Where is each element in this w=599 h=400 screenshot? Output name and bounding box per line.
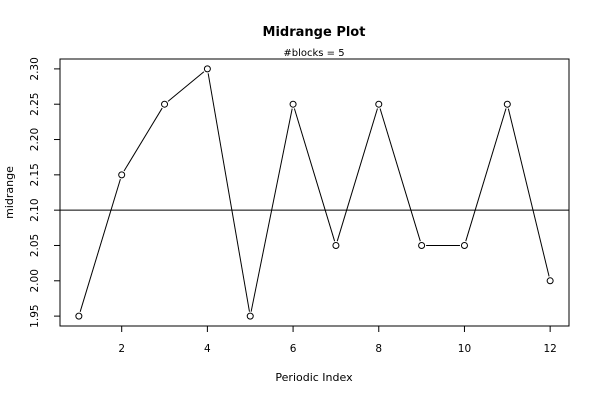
data-point [375,100,383,108]
data-point [289,100,297,108]
data-point [332,241,340,249]
x-tick-label: 8 [375,343,382,355]
data-point [203,65,211,73]
series-layer [75,65,554,320]
series-segment [79,179,121,312]
data-point [546,277,554,285]
y-tick-label: 2.30 [29,57,41,80]
series-segment [167,71,205,102]
y-tick-label: 2.25 [29,93,41,116]
series-segment [336,108,378,242]
plot-area-frame [59,58,570,327]
x-tick-label: 6 [290,343,297,355]
data-point [118,171,126,179]
x-axis: 2 4 6 8 10 12 [118,325,557,355]
data-point [161,100,169,108]
chart-title: Midrange Plot [263,25,366,40]
series-segment [379,108,421,242]
series-segment [293,108,336,242]
x-axis-label: Periodic Index [275,371,353,384]
series-segment [123,107,163,172]
y-axis: 1.95 2.00 2.05 2.10 2.15 2.20 2.25 2.30 [29,57,61,328]
series-segment [507,108,550,277]
chart-subtitle: #blocks = 5 [283,48,344,59]
y-tick-label: 1.95 [29,304,41,327]
y-tick-label: 2.05 [29,234,41,257]
series-segment [250,108,293,312]
data-point [460,241,468,249]
x-tick-label: 10 [458,343,471,355]
y-tick-label: 2.15 [29,163,41,186]
x-tick-label: 4 [204,343,211,355]
y-tick-label: 2.00 [29,269,41,292]
y-axis-label: midrange [3,166,16,219]
y-tick-label: 2.20 [29,128,41,151]
data-point [246,312,254,320]
series-segment [465,108,507,242]
x-tick-label: 2 [118,343,125,355]
series-segment [207,73,250,312]
data-point [503,100,511,108]
y-tick-label: 2.10 [29,198,41,221]
data-point [418,241,426,249]
data-point [75,312,83,320]
x-tick-label: 12 [543,343,556,355]
